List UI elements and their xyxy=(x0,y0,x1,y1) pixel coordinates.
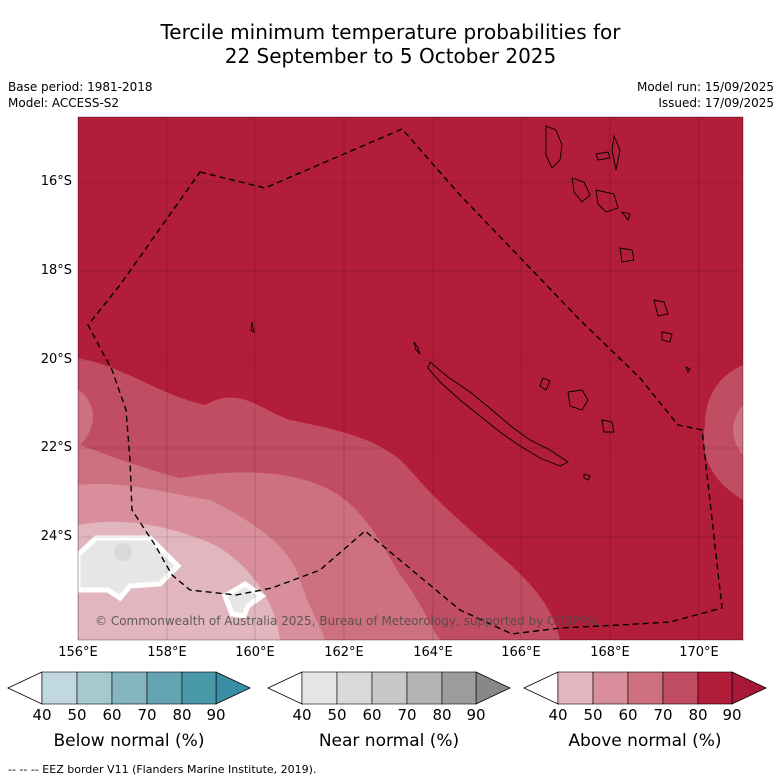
below-normal-colorbar-left-arrow xyxy=(7,671,43,705)
near-normal-colorbar xyxy=(301,671,477,705)
above-normal-tick: 50 xyxy=(583,706,603,724)
lifou-island xyxy=(567,389,589,411)
colorbar-swatch xyxy=(406,671,443,705)
efate-island xyxy=(595,189,619,213)
matthew-island xyxy=(685,366,691,373)
below-normal-tick: 80 xyxy=(172,706,192,724)
below-normal-tick: 70 xyxy=(137,706,157,724)
colorbar-swatch xyxy=(76,671,113,705)
colorbar-swatch xyxy=(301,671,338,705)
near-normal-colorbar-right-arrow xyxy=(475,671,511,705)
copyright-notice: © Commonwealth of Australia 2025, Bureau… xyxy=(95,614,601,628)
above-normal-tick: 80 xyxy=(688,706,708,724)
map-title-line1: Tercile minimum temperature probabilitie… xyxy=(160,20,621,44)
lon-tick-label: 158°E xyxy=(147,645,187,660)
colorbar-swatch xyxy=(592,671,629,705)
above-normal-label: Above normal (%) xyxy=(568,731,722,751)
colorbar-swatch xyxy=(627,671,664,705)
coastlines xyxy=(250,125,691,481)
lon-tick-label: 160°E xyxy=(235,645,275,660)
mare-island xyxy=(601,419,615,433)
eez-border-footnote: -- -- -- EEZ border V11 (Flanders Marine… xyxy=(8,763,317,776)
above-normal-tick: 60 xyxy=(618,706,638,724)
near-normal-label: Near normal (%) xyxy=(318,731,460,751)
espiritu-santo-island xyxy=(545,125,563,169)
near-normal-core xyxy=(114,543,132,561)
isle-of-pines xyxy=(583,473,591,481)
vanuatu-islands-central xyxy=(620,211,631,221)
above-normal-70-80-region-east xyxy=(703,365,743,500)
below-normal-colorbar-right-arrow xyxy=(215,671,251,705)
lon-tick-label: 170°E xyxy=(679,645,719,660)
near-normal-tick: 60 xyxy=(362,706,382,724)
above-normal-tick: 40 xyxy=(548,706,568,724)
above-normal-colorbar-left-arrow xyxy=(523,671,559,705)
map-title-line2: 22 September to 5 October 2025 xyxy=(224,44,557,68)
lat-tick-label: 16°S xyxy=(40,174,72,189)
colorbar-swatch xyxy=(697,671,733,705)
malakula-island xyxy=(571,177,591,203)
above-normal-tick: 70 xyxy=(653,706,673,724)
near-normal-colorbar-left-arrow xyxy=(267,671,303,705)
colorbar-swatch xyxy=(146,671,183,705)
vanuatu-islands-north xyxy=(595,151,611,161)
chesterfield-islet xyxy=(250,321,255,333)
near-normal-pocket xyxy=(78,535,182,602)
near-normal-pocket-south xyxy=(221,581,267,619)
probability-field xyxy=(78,117,743,640)
lon-tick-label: 162°E xyxy=(324,645,364,660)
lon-tick-label: 168°E xyxy=(590,645,630,660)
below-normal-label: Below normal (%) xyxy=(53,731,205,751)
belep-islands xyxy=(413,341,421,355)
above-normal-colorbar xyxy=(557,671,733,705)
below-normal-tick: 50 xyxy=(67,706,87,724)
base-period-text: Base period: 1981-2018 xyxy=(8,80,153,94)
colorbar-swatch xyxy=(41,671,78,705)
below-normal-tick: 40 xyxy=(32,706,52,724)
near-normal-tick: 80 xyxy=(432,706,452,724)
above-normal-tick: 90 xyxy=(722,706,742,724)
map-frame xyxy=(77,116,744,641)
colorbar-swatch xyxy=(111,671,148,705)
lat-tick-label: 22°S xyxy=(40,440,72,455)
tanna-island xyxy=(653,299,669,317)
colorbar-swatch xyxy=(557,671,594,705)
lon-tick-label: 156°E xyxy=(58,645,98,660)
near-normal-tick: 40 xyxy=(292,706,312,724)
issued-text: Issued: 17/09/2025 xyxy=(658,96,774,110)
near-normal-tick: 90 xyxy=(466,706,486,724)
near-normal-tick: 70 xyxy=(397,706,417,724)
model-run-text: Model run: 15/09/2025 xyxy=(636,80,774,94)
maewo-island xyxy=(611,134,621,171)
colorbar-swatch xyxy=(181,671,217,705)
colorbar-swatch xyxy=(441,671,477,705)
lat-tick-label: 18°S xyxy=(40,263,72,278)
new-caledonia-island xyxy=(427,361,569,467)
colorbar-swatch xyxy=(336,671,373,705)
aneityum-island xyxy=(661,331,673,343)
colorbar-swatch xyxy=(371,671,408,705)
lat-tick-label: 20°S xyxy=(40,352,72,367)
below-normal-colorbar xyxy=(41,671,217,705)
below-normal-tick: 90 xyxy=(206,706,226,724)
colorbar-swatch xyxy=(662,671,699,705)
erromango-island xyxy=(619,247,635,263)
lat-tick-label: 24°S xyxy=(40,529,72,544)
above-normal-60-70-region-east xyxy=(733,405,743,455)
lon-tick-label: 166°E xyxy=(501,645,541,660)
ouvea-island xyxy=(539,377,551,391)
gridlines xyxy=(78,117,743,640)
model-text: Model: ACCESS-S2 xyxy=(8,96,120,110)
lon-tick-label: 164°E xyxy=(413,645,453,660)
below-normal-tick: 60 xyxy=(102,706,122,724)
above-normal-colorbar-right-arrow xyxy=(731,671,767,705)
near-normal-tick: 50 xyxy=(327,706,347,724)
